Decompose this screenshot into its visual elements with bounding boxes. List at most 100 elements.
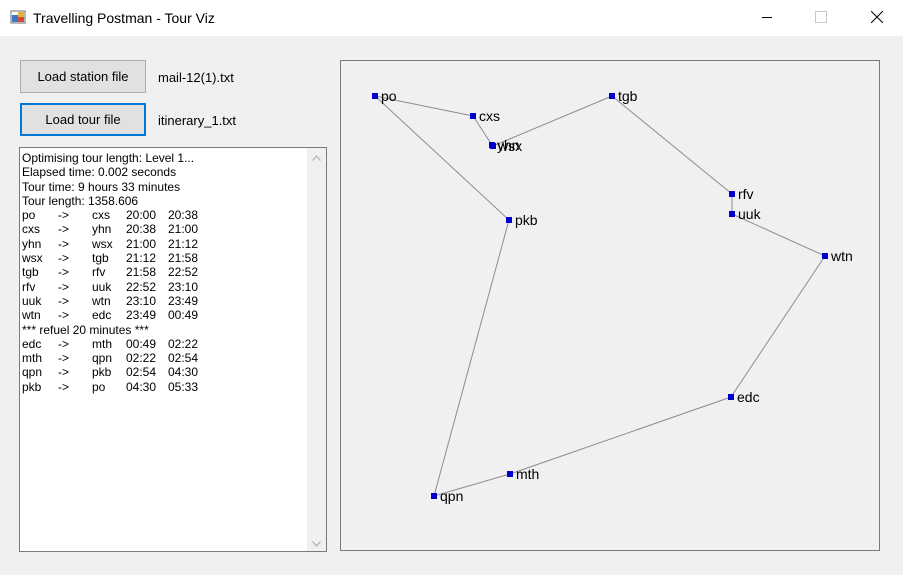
- station-marker-edc: [728, 394, 734, 400]
- log-leg-row: pkb -> po 04:30 05:33: [22, 380, 306, 394]
- leg-depart: 23:10: [126, 293, 157, 308]
- leg-to: po: [92, 379, 106, 394]
- route-segment-tgb-rfv: [611, 95, 733, 195]
- leg-arrow: ->: [58, 336, 70, 351]
- leg-from: wsx: [22, 251, 43, 266]
- route-segment-uuk-wtn: [731, 213, 826, 257]
- log-leg-row: yhn -> wsx 21:00 21:12: [22, 237, 306, 251]
- leg-arrive: 00:49: [168, 308, 199, 323]
- close-icon: [871, 11, 883, 23]
- route-segment-wsx-tgb: [492, 95, 613, 147]
- log-leg-row: po -> cxs 20:00 20:38: [22, 208, 306, 222]
- log-leg-row: uuk -> wtn 23:10 23:49: [22, 294, 306, 308]
- log-leg-row: wtn -> edc 23:49 00:49: [22, 308, 306, 322]
- leg-arrive: 22:52: [168, 265, 199, 280]
- log-leg-row: tgb -> rfv 21:58 22:52: [22, 265, 306, 279]
- log-header-line: Optimising tour length: Level 1...: [22, 151, 195, 165]
- station-marker-uuk: [729, 211, 735, 217]
- log-leg-row: edc -> mth 00:49 02:22: [22, 337, 306, 351]
- leg-depart: 02:54: [126, 365, 157, 380]
- tour-log-lines: Optimising tour length: Level 1... Elapse…: [22, 151, 306, 394]
- minimize-button[interactable]: [744, 0, 790, 34]
- log-header-line: Tour length: 1358.606: [22, 193, 139, 208]
- load-station-file-button[interactable]: Load station file: [20, 60, 146, 93]
- leg-arrow: ->: [58, 379, 70, 394]
- leg-arrive: 05:33: [168, 379, 199, 394]
- leg-from: mth: [22, 351, 43, 366]
- leg-depart: 20:38: [126, 222, 157, 237]
- log-leg-row: qpn -> pkb 02:54 04:30: [22, 365, 306, 379]
- leg-to: cxs: [92, 208, 110, 223]
- leg-depart: 22:52: [126, 279, 157, 294]
- station-label-tgb: tgb: [618, 88, 638, 104]
- leg-arrow: ->: [58, 293, 70, 308]
- route-segment-pkb-po: [374, 95, 510, 221]
- station-label-pkb: pkb: [515, 212, 538, 228]
- leg-arrive: 21:58: [168, 251, 199, 266]
- leg-from: edc: [22, 336, 42, 351]
- leg-depart: 21:58: [126, 265, 157, 280]
- log-header-line: Elapsed time: 0.002 seconds: [22, 165, 177, 180]
- station-marker-qpn: [431, 493, 437, 499]
- leg-from: uuk: [22, 293, 42, 308]
- log-leg-row: cxs -> yhn 20:38 21:00: [22, 222, 306, 236]
- leg-to: rfv: [92, 265, 106, 280]
- leg-from: yhn: [22, 236, 42, 251]
- leg-depart: 21:00: [126, 236, 157, 251]
- station-marker-mth: [507, 471, 513, 477]
- station-label-mth: mth: [516, 466, 539, 482]
- maximize-button[interactable]: [798, 0, 844, 34]
- leg-arrive: 23:49: [168, 293, 199, 308]
- leg-to: pkb: [92, 365, 112, 380]
- station-marker-po: [372, 93, 378, 99]
- tour-file-name: itinerary_1.txt: [158, 113, 237, 128]
- station-label-qpn: qpn: [440, 488, 463, 504]
- leg-to: uuk: [92, 279, 112, 294]
- leg-arrive: 02:22: [168, 336, 199, 351]
- window-title: Travelling Postman - Tour Viz: [33, 10, 215, 26]
- leg-arrive: 02:54: [168, 351, 199, 366]
- scroll-up-arrow[interactable]: [307, 148, 326, 165]
- station-label-edc: edc: [737, 389, 760, 405]
- leg-from: cxs: [22, 222, 40, 237]
- leg-from: pkb: [22, 379, 42, 394]
- leg-depart: 20:00: [126, 208, 157, 223]
- scroll-down-arrow[interactable]: [307, 534, 326, 551]
- leg-to: tgb: [92, 251, 109, 266]
- log-scrollbar[interactable]: [307, 148, 326, 551]
- leg-arrive: 21:12: [168, 236, 199, 251]
- minimize-icon: [762, 12, 772, 22]
- log-leg-row: wsx -> tgb 21:12 21:58: [22, 251, 306, 265]
- station-label-rfv: rfv: [738, 186, 754, 202]
- station-label-wsx: wsx: [497, 138, 522, 154]
- station-label-yhn: yhn: [497, 137, 520, 153]
- route-segment-mth-qpn: [433, 473, 511, 497]
- leg-arrive: 20:38: [168, 208, 199, 223]
- log-leg-row: mth -> qpn 02:22 02:54: [22, 351, 306, 365]
- station-label-wtn: wtn: [830, 248, 853, 264]
- leg-arrow: ->: [58, 279, 70, 294]
- leg-from: tgb: [22, 265, 39, 280]
- tour-log-textbox[interactable]: Optimising tour length: Level 1... Elapse…: [19, 147, 327, 552]
- close-button[interactable]: [854, 0, 900, 34]
- log-refuel-line: *** refuel 20 minutes ***: [22, 322, 149, 337]
- leg-arrive: 23:10: [168, 279, 199, 294]
- maximize-icon: [815, 11, 827, 23]
- app-icon: [10, 9, 26, 25]
- station-marker-tgb: [609, 93, 615, 99]
- leg-arrive: 21:00: [168, 222, 199, 237]
- station-marker-wtn: [822, 253, 828, 259]
- leg-arrive: 04:30: [168, 365, 199, 380]
- leg-depart: 02:22: [126, 351, 157, 366]
- leg-from: qpn: [22, 365, 43, 380]
- route-segment-cxs-yhn: [472, 115, 493, 146]
- title-bar: Travelling Postman - Tour Viz: [0, 0, 903, 36]
- chevron-down-icon: [312, 534, 321, 552]
- leg-arrow: ->: [58, 365, 70, 380]
- leg-arrow: ->: [58, 251, 70, 266]
- station-label-cxs: cxs: [479, 108, 500, 124]
- leg-arrow: ->: [58, 265, 70, 280]
- load-tour-file-button[interactable]: Load tour file: [20, 103, 146, 136]
- leg-depart: 23:49: [126, 308, 157, 323]
